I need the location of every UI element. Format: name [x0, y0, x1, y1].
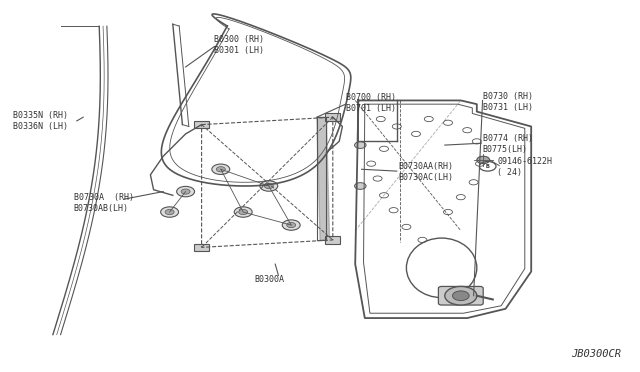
Circle shape	[234, 207, 252, 217]
Circle shape	[181, 189, 190, 194]
Circle shape	[212, 164, 230, 174]
Circle shape	[161, 207, 179, 217]
Circle shape	[177, 186, 195, 197]
Bar	[325, 236, 340, 244]
Polygon shape	[317, 117, 330, 240]
Circle shape	[282, 220, 300, 230]
Circle shape	[355, 142, 366, 148]
Text: B: B	[486, 164, 490, 169]
Bar	[194, 121, 209, 128]
Circle shape	[216, 167, 225, 172]
Circle shape	[239, 209, 248, 215]
Text: B0730AA(RH)
B0730AC(LH): B0730AA(RH) B0730AC(LH)	[399, 162, 454, 182]
Text: B0774 (RH)
B0775(LH): B0774 (RH) B0775(LH)	[483, 134, 532, 154]
Circle shape	[477, 156, 490, 164]
Circle shape	[260, 181, 278, 191]
Text: B0730 (RH)
B0731 (LH): B0730 (RH) B0731 (LH)	[483, 92, 533, 112]
Circle shape	[355, 183, 366, 189]
Bar	[194, 244, 209, 251]
Text: B0300A: B0300A	[255, 275, 285, 284]
Circle shape	[264, 183, 273, 189]
Text: B0335N (RH)
B0336N (LH): B0335N (RH) B0336N (LH)	[13, 111, 68, 131]
Circle shape	[165, 209, 174, 215]
Text: 09146-6122H
( 24): 09146-6122H ( 24)	[497, 157, 552, 177]
Text: B0730A  (RH)
B0730AB(LH): B0730A (RH) B0730AB(LH)	[74, 193, 134, 213]
Text: JB0300CR: JB0300CR	[571, 349, 621, 359]
Circle shape	[287, 222, 296, 228]
Circle shape	[445, 286, 477, 305]
Circle shape	[452, 291, 469, 301]
Text: B0700 (RH)
B0701 (LH): B0700 (RH) B0701 (LH)	[346, 93, 396, 113]
FancyBboxPatch shape	[438, 286, 483, 305]
Bar	[325, 113, 340, 121]
Text: B0300 (RH)
B0301 (LH): B0300 (RH) B0301 (LH)	[214, 35, 264, 55]
